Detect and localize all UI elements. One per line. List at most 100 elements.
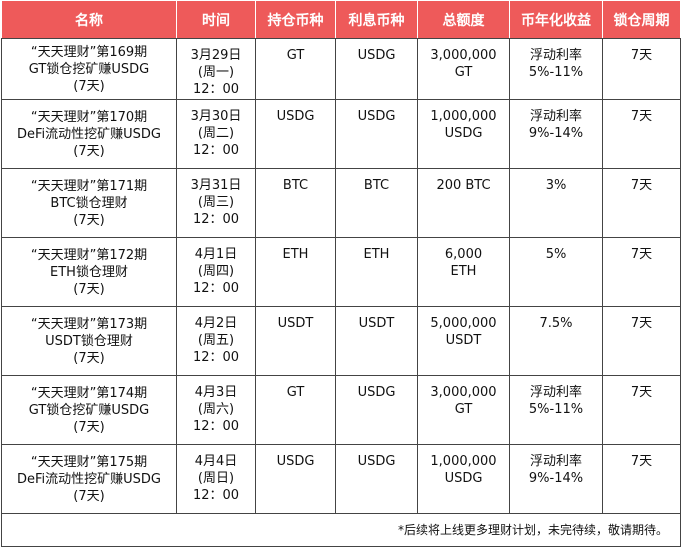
- cell-interest-coin: USDG: [335, 38, 418, 100]
- cell-name-line: (7天): [73, 281, 105, 297]
- cell-time-line: 12：00: [192, 488, 240, 503]
- cell-total-quota: 3,000,000 GT: [417, 38, 510, 100]
- cell-annual-yield-line: 5%-11%: [528, 65, 584, 80]
- cell-time-line: 12：00: [192, 419, 240, 434]
- cell-annual-yield: 浮动利率 9%-14%: [509, 99, 603, 169]
- header-lock-period: 锁仓周期: [602, 0, 681, 39]
- cell-holding-coin: GT: [255, 375, 336, 445]
- header-time: 时间: [176, 0, 256, 39]
- cell-time-line: (周六): [197, 402, 235, 417]
- cell-total-quota-line: 1,000,000: [430, 109, 497, 124]
- cell-time-line: (周日): [197, 471, 235, 486]
- cell-time-line: 3月30日: [190, 109, 242, 124]
- cell-total-quota-line: USDG: [444, 126, 483, 141]
- cell-time-line: (周二): [197, 126, 235, 141]
- cell-time: 4月3日 (周六) 12：00: [176, 375, 256, 445]
- cell-total-quota-line: 6,000: [444, 247, 483, 262]
- cell-time: 3月30日 (周二) 12：00: [176, 99, 256, 169]
- cell-time: 4月1日 (周四) 12：00: [176, 237, 256, 307]
- header-holding-coin: 持仓币种: [255, 0, 336, 39]
- cell-interest-coin: ETH: [335, 237, 418, 307]
- cell-name-line: DeFi流动性挖矿赚USDG: [16, 471, 161, 487]
- cell-name-line: ETH锁仓理财: [50, 264, 128, 280]
- cell-total-quota-line: ETH: [450, 264, 477, 279]
- cell-total-quota-line: 3,000,000: [430, 385, 497, 400]
- cell-total-quota: 1,000,000 USDG: [417, 444, 510, 514]
- cell-holding-coin: BTC: [255, 168, 336, 238]
- cell-time: 3月29日 (周一) 12：00: [176, 38, 256, 100]
- cell-annual-yield: 浮动利率 9%-14%: [509, 444, 603, 514]
- cell-time-line: 3月31日: [190, 178, 242, 193]
- cell-total-quota-line: GT: [454, 65, 473, 80]
- cell-annual-yield-line: 浮动利率: [529, 454, 582, 469]
- cell-name-line: GT锁仓挖矿赚USDG: [28, 402, 150, 418]
- cell-total-quota-line: 5,000,000: [430, 316, 497, 331]
- cell-interest-coin: BTC: [335, 168, 418, 238]
- cell-holding-coin: ETH: [255, 237, 336, 307]
- cell-total-quota: 5,000,000 USDT: [417, 306, 510, 376]
- cell-holding-coin: USDG: [255, 444, 336, 514]
- header-name: 名称: [1, 0, 177, 39]
- cell-name-line: (7天): [73, 143, 105, 159]
- cell-annual-yield: 浮动利率 5%-11%: [509, 375, 603, 445]
- table-row: “天天理财”第171期 BTC锁仓理财 (7天) 3月31日 (周三) 12：00 BTC B…: [1, 168, 681, 238]
- cell-name-line: “天天理财”第174期: [30, 385, 148, 401]
- cell-time: 4月4日 (周日) 12：00: [176, 444, 256, 514]
- cell-annual-yield-line: 7.5%: [539, 316, 573, 331]
- cell-total-quota-line: 200 BTC: [436, 178, 491, 193]
- cell-name-line: “天天理财”第173期: [30, 316, 148, 332]
- cell-total-quota-line: 3,000,000: [430, 48, 497, 63]
- cell-name-line: “天天理财”第170期: [30, 109, 148, 125]
- header-annual-yield: 币年化收益: [509, 0, 603, 39]
- cell-annual-yield-line: 9%-14%: [528, 126, 584, 141]
- cell-time-line: 12：00: [192, 281, 240, 296]
- cell-time-line: 12：00: [192, 350, 240, 365]
- cell-time: 4月2日 (周五) 12：00: [176, 306, 256, 376]
- cell-time-line: 4月2日: [194, 316, 238, 331]
- note-row: *后续将上线更多理财计划，未完待续，敬请期待。: [1, 513, 681, 547]
- cell-annual-yield-line: 浮动利率: [529, 48, 582, 63]
- cell-time-line: 12：00: [192, 212, 240, 227]
- cell-total-quota-line: USDT: [445, 333, 482, 348]
- cell-total-quota: 200 BTC: [417, 168, 510, 238]
- cell-lock-period: 7天: [602, 375, 681, 445]
- cell-name: “天天理财”第175期 DeFi流动性挖矿赚USDG (7天): [1, 444, 177, 514]
- cell-annual-yield: 7.5%: [509, 306, 603, 376]
- cell-time-line: 4月1日: [194, 247, 238, 262]
- cell-time-line: (周一): [197, 65, 235, 80]
- cell-interest-coin: USDG: [335, 375, 418, 445]
- cell-name: “天天理财”第170期 DeFi流动性挖矿赚USDG (7天): [1, 99, 177, 169]
- table-row: “天天理财”第174期 GT锁仓挖矿赚USDG (7天) 4月3日 (周六) 12：00 G…: [1, 375, 681, 445]
- cell-name: “天天理财”第171期 BTC锁仓理财 (7天): [1, 168, 177, 238]
- cell-interest-coin: USDG: [335, 444, 418, 514]
- cell-interest-coin: USDT: [335, 306, 418, 376]
- table-row: “天天理财”第169期 GT锁仓挖矿赚USDG (7天) 3月29日 (周一) 12：00…: [1, 38, 681, 100]
- cell-name: “天天理财”第174期 GT锁仓挖矿赚USDG (7天): [1, 375, 177, 445]
- cell-time-line: 3月29日: [190, 48, 242, 63]
- cell-time-line: 12：00: [192, 82, 240, 97]
- cell-total-quota-line: USDG: [444, 471, 483, 486]
- cell-name-line: “天天理财”第169期: [30, 44, 148, 60]
- cell-lock-period: 7天: [602, 237, 681, 307]
- cell-name-line: (7天): [73, 212, 105, 228]
- cell-name: “天天理财”第172期 ETH锁仓理财 (7天): [1, 237, 177, 307]
- cell-name-line: GT锁仓挖矿赚USDG: [28, 61, 150, 77]
- cell-annual-yield: 5%: [509, 237, 603, 307]
- cell-annual-yield-line: 浮动利率: [529, 385, 582, 400]
- cell-time-line: 12：00: [192, 143, 240, 158]
- table-row: “天天理财”第173期 USDT锁仓理财 (7天) 4月2日 (周五) 12：00 USDT…: [1, 306, 681, 376]
- cell-annual-yield-line: 9%-14%: [528, 471, 584, 486]
- cell-annual-yield-line: 5%-11%: [528, 402, 584, 417]
- cell-total-quota-line: GT: [454, 402, 473, 417]
- header-interest-coin: 利息币种: [335, 0, 418, 39]
- cell-total-quota-line: 1,000,000: [430, 454, 497, 469]
- cell-name-line: “天天理财”第175期: [30, 454, 148, 470]
- cell-holding-coin: USDT: [255, 306, 336, 376]
- cell-lock-period: 7天: [602, 168, 681, 238]
- cell-annual-yield: 3%: [509, 168, 603, 238]
- cell-lock-period: 7天: [602, 99, 681, 169]
- cell-annual-yield: 浮动利率 5%-11%: [509, 38, 603, 100]
- cell-annual-yield-line: 浮动利率: [529, 109, 582, 124]
